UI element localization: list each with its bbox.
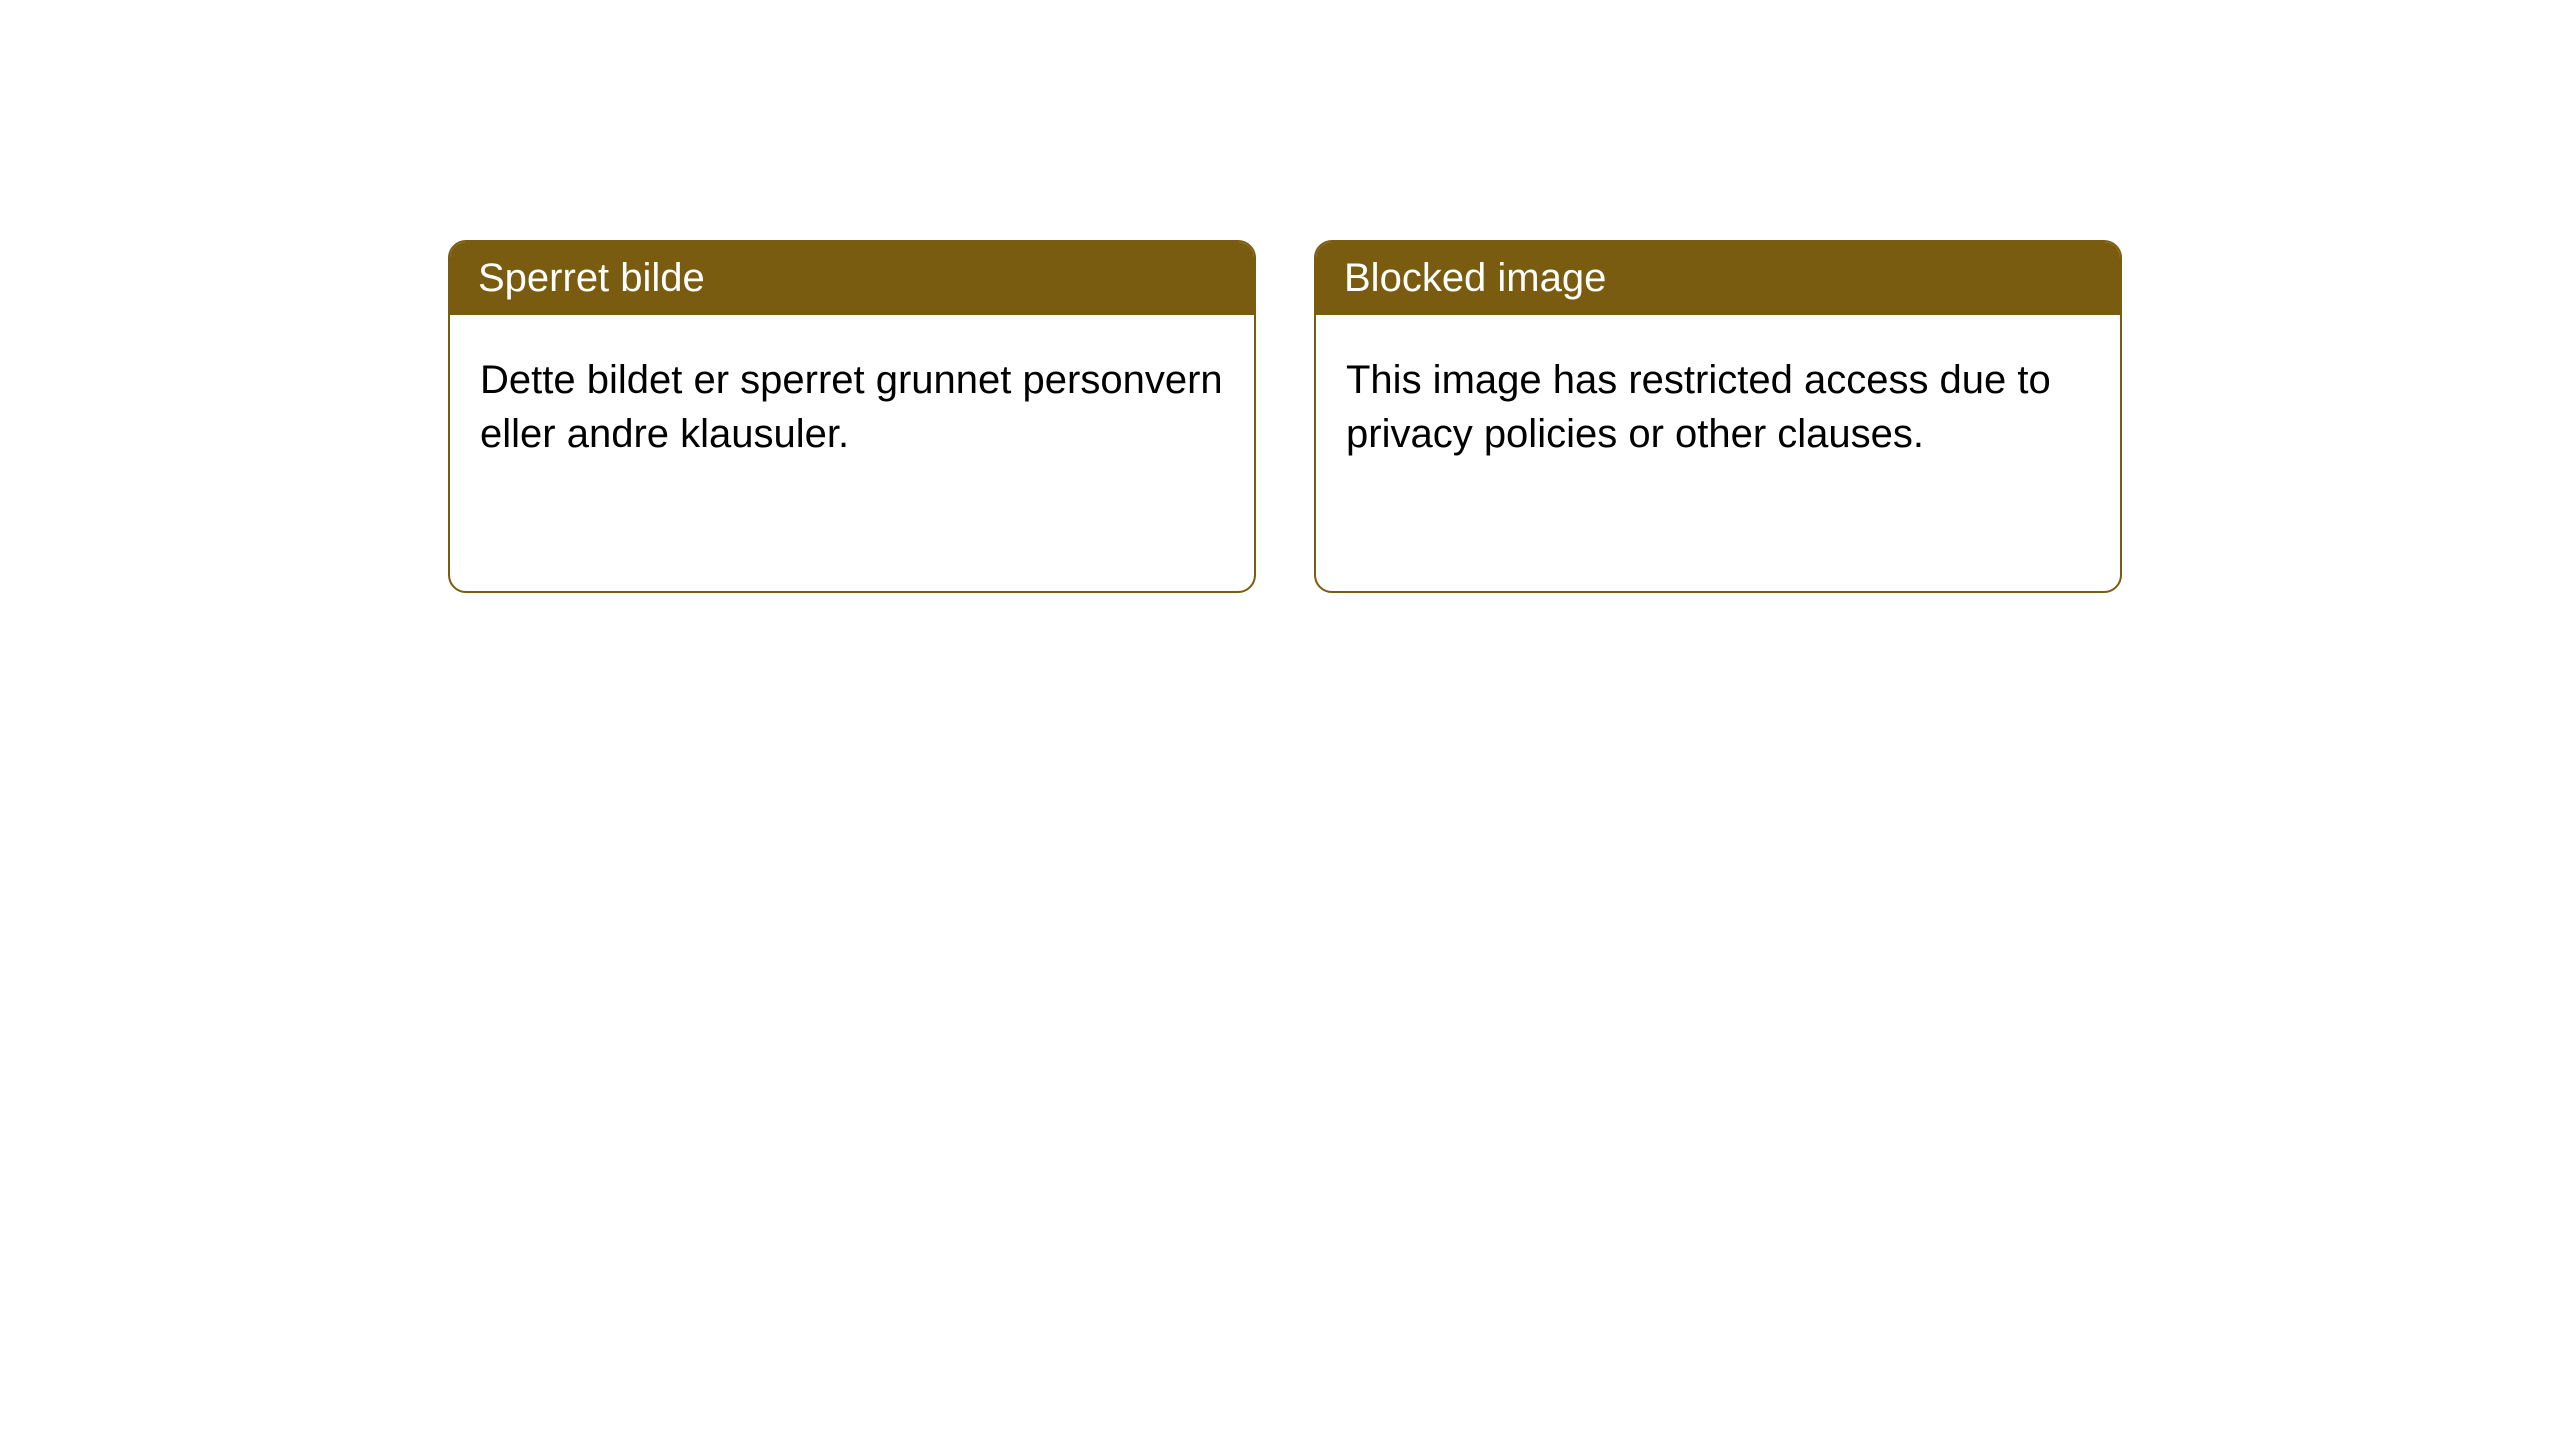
notice-card-english: Blocked image This image has restricted … (1314, 240, 2122, 593)
notice-body-english: This image has restricted access due to … (1316, 315, 2120, 591)
notice-title-norwegian: Sperret bilde (450, 242, 1254, 315)
notice-card-norwegian: Sperret bilde Dette bildet er sperret gr… (448, 240, 1256, 593)
notice-container: Sperret bilde Dette bildet er sperret gr… (0, 0, 2560, 593)
notice-title-english: Blocked image (1316, 242, 2120, 315)
notice-body-norwegian: Dette bildet er sperret grunnet personve… (450, 315, 1254, 591)
